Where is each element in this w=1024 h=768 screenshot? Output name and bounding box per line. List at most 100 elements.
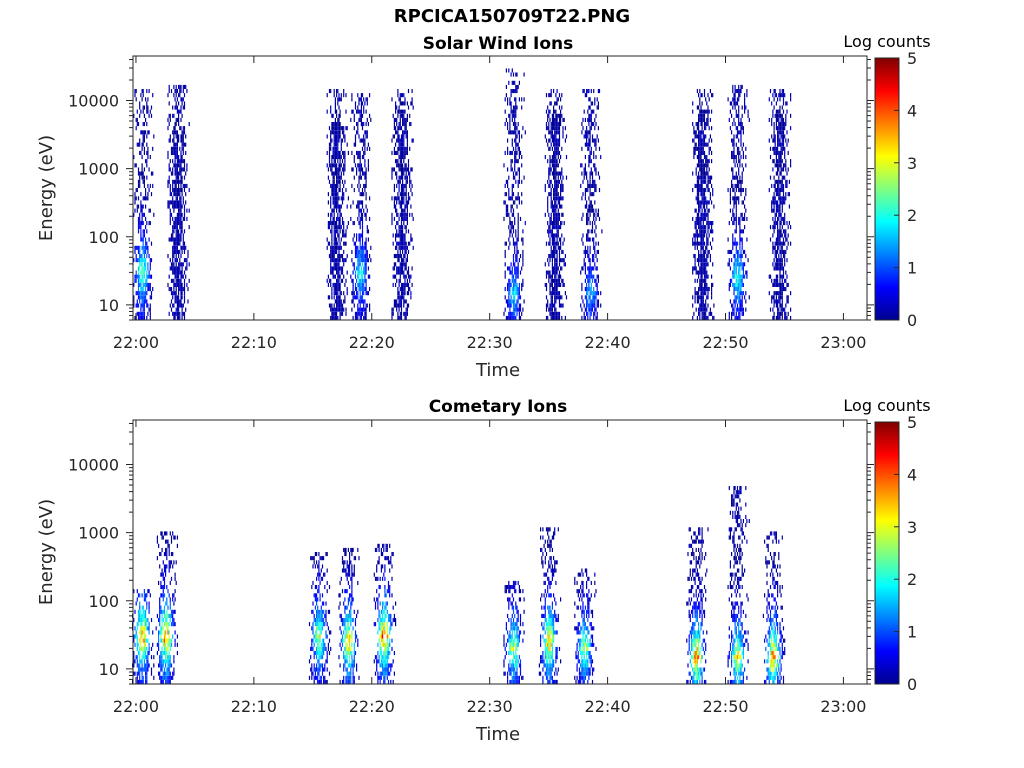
heatmap-cell (739, 315, 741, 320)
heatmap-cell (339, 212, 341, 217)
heatmap-cell (183, 175, 186, 180)
heatmap-cell (176, 200, 178, 205)
heatmap-cell (522, 258, 524, 263)
heatmap-cell (549, 146, 551, 151)
heatmap-cell (515, 150, 517, 155)
heatmap-cell (332, 155, 334, 160)
heatmap-cell (785, 122, 787, 127)
heatmap-cell (360, 233, 362, 238)
heatmap-cell (338, 221, 340, 226)
heatmap-cell (366, 130, 368, 135)
heatmap-cell (410, 101, 412, 106)
heatmap-cell (399, 262, 401, 267)
heatmap-cell (699, 101, 701, 106)
heatmap-cell (703, 117, 706, 122)
heatmap-cell (591, 138, 594, 143)
heatmap-cell (332, 150, 334, 155)
heatmap-cell (141, 204, 143, 209)
heatmap-cell (148, 167, 150, 172)
heatmap-cell (711, 175, 713, 180)
heatmap-cell (698, 311, 700, 316)
heatmap-cell (343, 155, 345, 160)
heatmap-cell (334, 274, 336, 279)
heatmap-cell (702, 150, 704, 155)
heatmap-cell (337, 266, 339, 271)
heatmap-cell (167, 93, 169, 98)
heatmap-cell (143, 146, 145, 151)
heatmap-cell (397, 159, 399, 164)
heatmap-cell (733, 212, 735, 217)
heatmap-cell (523, 175, 525, 180)
heatmap-cell (702, 130, 704, 135)
heatmap-cell (735, 200, 737, 205)
heatmap-cell (699, 282, 701, 287)
heatmap-cell (778, 93, 780, 98)
heatmap-cell (359, 221, 361, 226)
heatmap-cell (363, 138, 365, 143)
heatmap-cell (403, 122, 405, 127)
heatmap-cell (333, 130, 335, 135)
heatmap-cell (553, 150, 555, 155)
heatmap-cell (555, 150, 557, 155)
heatmap-cell (509, 299, 511, 304)
heatmap-cell (354, 254, 357, 259)
heatmap-cell (744, 109, 746, 114)
heatmap-cell (174, 159, 176, 164)
heatmap-cell (345, 188, 347, 193)
heatmap-cell (148, 254, 150, 259)
heatmap-cell (407, 274, 410, 279)
heatmap-cell (553, 105, 555, 110)
heatmap-cell (402, 287, 404, 292)
heatmap-cell (407, 291, 410, 296)
heatmap-cell (392, 134, 394, 139)
heatmap-cell (185, 200, 187, 205)
heatmap-cell (393, 204, 395, 209)
heatmap-cell (734, 237, 736, 242)
heatmap-cell (703, 274, 706, 279)
heatmap-cell (549, 192, 551, 197)
heatmap-cell (553, 89, 555, 94)
heatmap-cell (739, 295, 741, 300)
heatmap-cell (142, 258, 144, 263)
heatmap-cell (508, 192, 510, 197)
heatmap-cell (727, 249, 729, 254)
heatmap-cell (174, 167, 176, 172)
heatmap-cell (398, 225, 400, 230)
heatmap-cell (554, 258, 556, 263)
heatmap-cell (364, 138, 366, 143)
heatmap-cell (361, 229, 364, 234)
heatmap-cell (398, 270, 400, 275)
heatmap-cell (732, 138, 734, 143)
heatmap-cell (404, 97, 406, 102)
heatmap-cell (780, 287, 782, 292)
heatmap-cell (556, 171, 558, 176)
heatmap-cell (336, 109, 338, 114)
heatmap-cell (698, 212, 700, 217)
heatmap-cell (181, 142, 183, 147)
heatmap-cell (352, 200, 354, 205)
heatmap-cell (139, 225, 141, 230)
heatmap-cell (356, 295, 358, 300)
heatmap-cell (557, 126, 559, 131)
heatmap-cell (747, 113, 749, 118)
heatmap-cell (358, 311, 360, 316)
heatmap-cell (337, 122, 339, 127)
heatmap-cell (360, 315, 362, 320)
heatmap-cell (141, 270, 143, 275)
heatmap-cell (412, 216, 414, 221)
heatmap-cell (736, 146, 739, 151)
heatmap-cell (555, 204, 557, 209)
heatmap-cell (696, 295, 698, 300)
heatmap-cell (406, 282, 408, 287)
heatmap-cell (338, 150, 340, 155)
heatmap-cell (562, 212, 564, 217)
heatmap-cell (735, 311, 737, 316)
heatmap-cell (701, 254, 703, 259)
heatmap-cell (738, 93, 740, 98)
heatmap-cell (586, 299, 588, 304)
heatmap-cell (334, 229, 336, 234)
heatmap-cell (549, 221, 551, 226)
heatmap-cell (396, 241, 398, 246)
heatmap-cell (739, 282, 741, 287)
heatmap-cell (395, 237, 397, 242)
